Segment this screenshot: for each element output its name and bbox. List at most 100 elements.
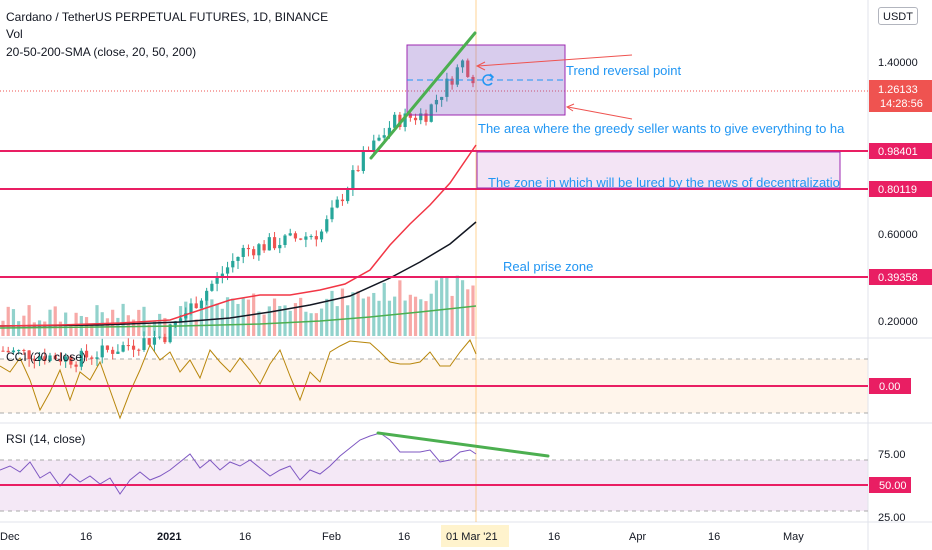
candle-body — [262, 244, 266, 251]
volume-bar — [440, 276, 444, 336]
candle-body — [450, 78, 454, 85]
candle-body — [126, 345, 130, 347]
candle-body — [299, 238, 303, 240]
arrow-to-zone-bottom[interactable] — [565, 103, 633, 120]
level-tag-0.80119-bg — [869, 181, 932, 197]
volume-bar — [288, 310, 292, 336]
candles — [1, 58, 475, 373]
candle-body — [455, 67, 459, 85]
candle-body — [434, 99, 439, 105]
volume-bar — [32, 322, 36, 336]
candle-body — [163, 336, 167, 343]
currency-button[interactable]: USDT — [878, 7, 918, 25]
volume-bar — [241, 298, 245, 336]
volume-bar — [205, 299, 209, 336]
candle-body — [382, 135, 386, 138]
candle-body — [131, 345, 136, 350]
price-tick-1.40000: 1.40000 — [878, 57, 918, 69]
candle-body — [69, 356, 73, 365]
time-highlight: 01 Mar '21 — [446, 531, 498, 543]
volume-bar — [466, 289, 470, 336]
candle-body — [111, 349, 115, 354]
volume-bar — [314, 313, 318, 336]
time-tick-feb: Feb — [322, 531, 341, 543]
candle-body — [74, 364, 78, 367]
volume-bar — [189, 313, 193, 336]
level-tag-0.39358-bg — [869, 269, 932, 285]
candle-body — [48, 355, 52, 361]
candle-body — [252, 249, 256, 256]
candle-body — [346, 189, 350, 202]
annotation-trend-reversal[interactable]: Trend reversal point — [566, 63, 682, 78]
news-zone[interactable] — [476, 151, 841, 189]
volume-bar — [11, 309, 16, 336]
volume-bar — [429, 293, 433, 336]
candle-body — [43, 356, 47, 361]
volume-bar — [351, 292, 355, 336]
volume-bar — [173, 320, 177, 336]
chart-title: Cardano / TetherUS PERPETUAL FUTURES, 1D… — [6, 10, 329, 24]
price-tick-0.20000: 0.20000 — [878, 316, 918, 328]
volume-bar — [90, 323, 94, 336]
candle-body — [64, 356, 68, 362]
candle-body — [37, 356, 42, 361]
volume-bar — [471, 285, 475, 336]
level-tag-0.39358: 0.39358 — [878, 272, 918, 284]
candle-body — [231, 260, 235, 268]
refresh-icon[interactable] — [482, 73, 495, 86]
volume-bar — [340, 288, 345, 336]
annotation-greedy-seller[interactable]: The area where the greedy seller wants t… — [478, 121, 845, 136]
time-tick-dec: Dec — [0, 531, 20, 543]
volume-bar — [366, 296, 371, 336]
volume-bar — [330, 290, 334, 336]
candle-body — [325, 219, 329, 232]
volume-bar — [424, 301, 428, 336]
candle-body — [173, 321, 177, 325]
volume-bar — [356, 291, 360, 336]
candle-body — [205, 290, 209, 301]
candle-body — [116, 351, 120, 354]
volume-bar — [299, 297, 303, 336]
candle-body — [272, 237, 277, 249]
candle-body — [236, 256, 240, 261]
candle-body — [158, 336, 162, 338]
candle-body — [356, 170, 360, 172]
time-tick-16-jan: 16 — [239, 531, 251, 543]
time-highlight-bg — [441, 525, 509, 547]
candle-body — [17, 350, 21, 352]
candle-body — [419, 113, 423, 121]
candle-body — [408, 113, 412, 118]
volume-bar — [58, 321, 63, 336]
price-trendline[interactable] — [369, 31, 477, 160]
arrow-to-reversal[interactable] — [475, 54, 633, 71]
volume-bar — [194, 319, 198, 336]
candle-body — [142, 338, 146, 350]
candle-body — [257, 244, 261, 256]
level-tag-0.98401: 0.98401 — [878, 146, 918, 158]
time-tick-16-mar: 16 — [548, 531, 560, 543]
annotation-real-price[interactable]: Real prise zone — [503, 259, 594, 274]
candle-body — [241, 247, 245, 257]
rsi-legend: RSI (14, close) — [6, 432, 86, 446]
volume-bar — [158, 313, 162, 336]
price-tick-0.60000: 0.60000 — [878, 229, 918, 241]
rsi-tick-25: 25.00 — [878, 512, 906, 524]
level-tag-0.98401-bg — [869, 143, 932, 159]
rsi-divergence-trendline[interactable] — [376, 431, 550, 458]
volume-bar — [309, 313, 313, 336]
volume-bar — [147, 324, 151, 336]
candle-body — [429, 104, 433, 122]
candle-body — [267, 237, 271, 251]
volume-bar — [126, 315, 130, 336]
time-tick-2021: 2021 — [157, 531, 181, 543]
candle-body — [440, 96, 444, 100]
rsi-line — [0, 432, 477, 495]
candle-body — [168, 324, 172, 343]
volume-bar — [278, 305, 282, 336]
annotation-news-zone[interactable]: The zone in which will be lured by the n… — [488, 175, 840, 190]
candle-body — [11, 350, 16, 353]
cci-line — [0, 339, 477, 420]
volume-bar — [210, 299, 214, 336]
last-price-countdown: 14:28:56 — [880, 98, 923, 110]
